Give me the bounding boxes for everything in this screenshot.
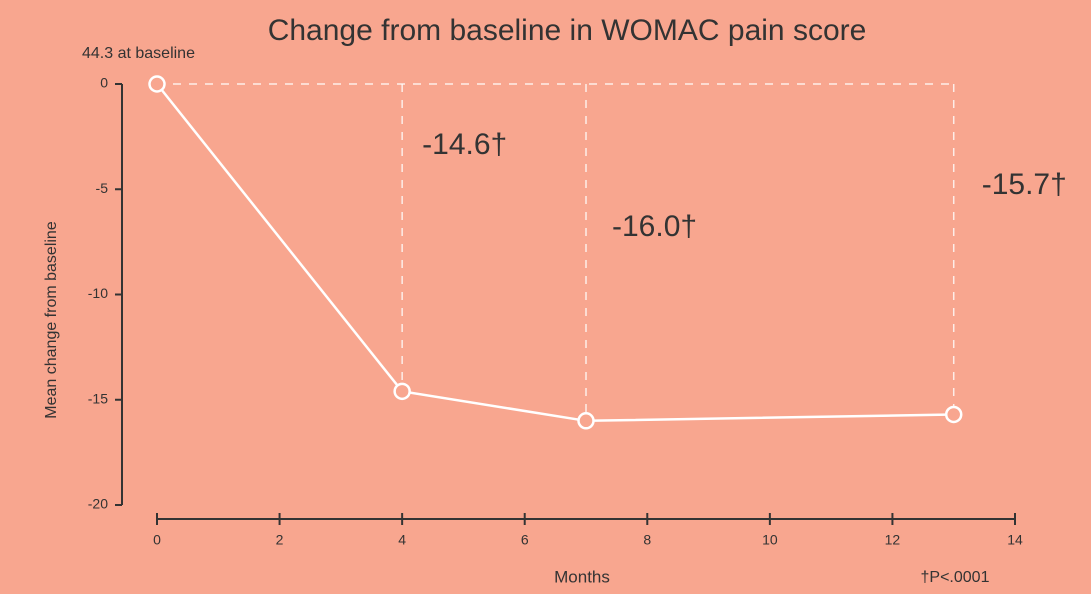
point [577, 412, 595, 430]
y-tick-label: -15 [88, 390, 108, 406]
line [156, 83, 954, 423]
x-tick-label: 4 [398, 532, 406, 548]
x-tick-label: 10 [762, 532, 778, 548]
value-label: -15.7† [982, 168, 1067, 201]
point [393, 382, 411, 401]
x-tick-label: 6 [521, 532, 529, 548]
x-tick-label: 2 [276, 532, 284, 548]
annotation: 44.3 at baseline [82, 45, 195, 62]
point [148, 75, 166, 93]
y-tick-label: -20 [88, 496, 108, 512]
point [944, 405, 963, 424]
y-tick-label: -10 [88, 285, 108, 301]
footnote: †P<.0001 [921, 569, 990, 586]
x-tick-label: 8 [643, 532, 651, 548]
x-tick-label: 12 [885, 532, 901, 548]
y-tick-label: 0 [100, 75, 108, 91]
x-axis-label: Months [554, 567, 610, 586]
value-label: -14.6† [422, 128, 507, 161]
x-tick-label: 14 [1007, 532, 1023, 548]
chart-title: Change from baseline in WOMAC pain score [268, 14, 867, 47]
y-axis-label: Mean change from baseline [43, 221, 60, 419]
value-label: -16.0† [612, 210, 697, 243]
y-tick-label: -5 [96, 180, 109, 196]
x-tick-label: 0 [153, 532, 161, 548]
